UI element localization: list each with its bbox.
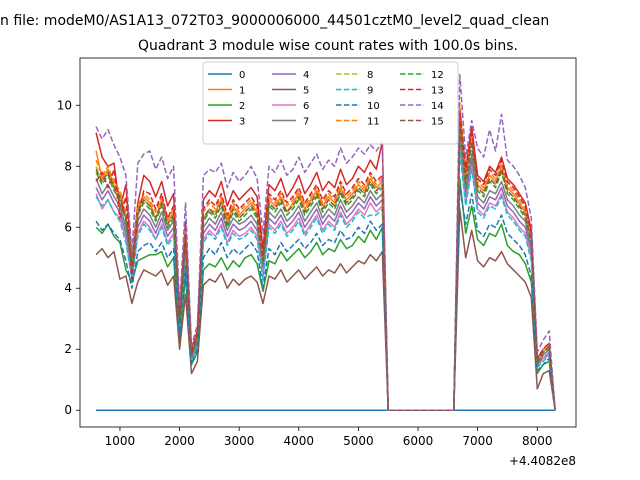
axes-frame — [79, 57, 577, 428]
series-line-13 — [95, 110, 556, 411]
x-axis: 1000 2000 3000 4000 5000 6000 7000 8000 — [105, 427, 553, 448]
series-line-4 — [95, 141, 556, 411]
y-tick-label: 6 — [64, 220, 72, 234]
legend-label: 15 — [431, 117, 444, 128]
legend-label: 5 — [303, 86, 309, 97]
series-line-3 — [95, 107, 556, 411]
legend-label: 6 — [303, 101, 309, 112]
series-lines — [95, 74, 556, 411]
series-line-9 — [95, 150, 556, 411]
series-line-14 — [95, 74, 556, 411]
series-line-12 — [95, 125, 556, 411]
series-line-11 — [95, 101, 556, 411]
legend-label: 13 — [431, 86, 444, 97]
legend-label: 1 — [239, 86, 245, 97]
y-tick-label: 10 — [57, 98, 72, 112]
figure-suptitle: n file: modeM0/AS1A13_072T03_9000006000_… — [0, 13, 549, 29]
legend-label: 0 — [239, 70, 245, 81]
series-line-15 — [95, 122, 556, 411]
legend-label: 3 — [239, 117, 245, 128]
y-tick-label: 2 — [64, 342, 72, 356]
legend-label: 7 — [303, 117, 309, 128]
series-line-7 — [95, 135, 556, 411]
legend-label: 11 — [367, 117, 380, 128]
x-tick-label: 7000 — [462, 434, 493, 448]
y-axis: 0 2 4 6 8 10 — [57, 98, 80, 417]
series-line-6 — [95, 147, 556, 411]
legend-label: 8 — [367, 70, 373, 81]
legend-label: 4 — [303, 70, 309, 81]
y-tick-label: 8 — [64, 159, 72, 173]
series-line-2 — [95, 177, 556, 411]
x-tick-label: 8000 — [522, 434, 553, 448]
x-offset-label: +4.4082e8 — [509, 454, 576, 468]
series-line-10 — [95, 186, 556, 411]
x-tick-label: 2000 — [164, 434, 195, 448]
x-tick-label: 1000 — [105, 434, 136, 448]
x-tick-label: 5000 — [343, 434, 374, 448]
x-tick-label: 3000 — [224, 434, 255, 448]
y-tick-label: 0 — [64, 403, 72, 417]
legend-label: 10 — [367, 101, 380, 112]
legend-label: 14 — [431, 101, 444, 112]
series-line-1 — [95, 119, 556, 411]
x-tick-label: 6000 — [403, 434, 434, 448]
legend-label: 9 — [367, 86, 373, 97]
legend-label: 12 — [431, 70, 444, 81]
legend-box — [202, 61, 459, 145]
plot-area: 1000 2000 3000 4000 5000 6000 7000 8000 0246810… — [57, 57, 577, 468]
legend-label: 2 — [239, 101, 245, 112]
chart-title: Quadrant 3 module wise count rates with … — [138, 38, 518, 54]
series-line-5 — [95, 208, 556, 411]
x-tick-label: 4000 — [284, 434, 315, 448]
y-tick-label: 4 — [64, 281, 72, 295]
